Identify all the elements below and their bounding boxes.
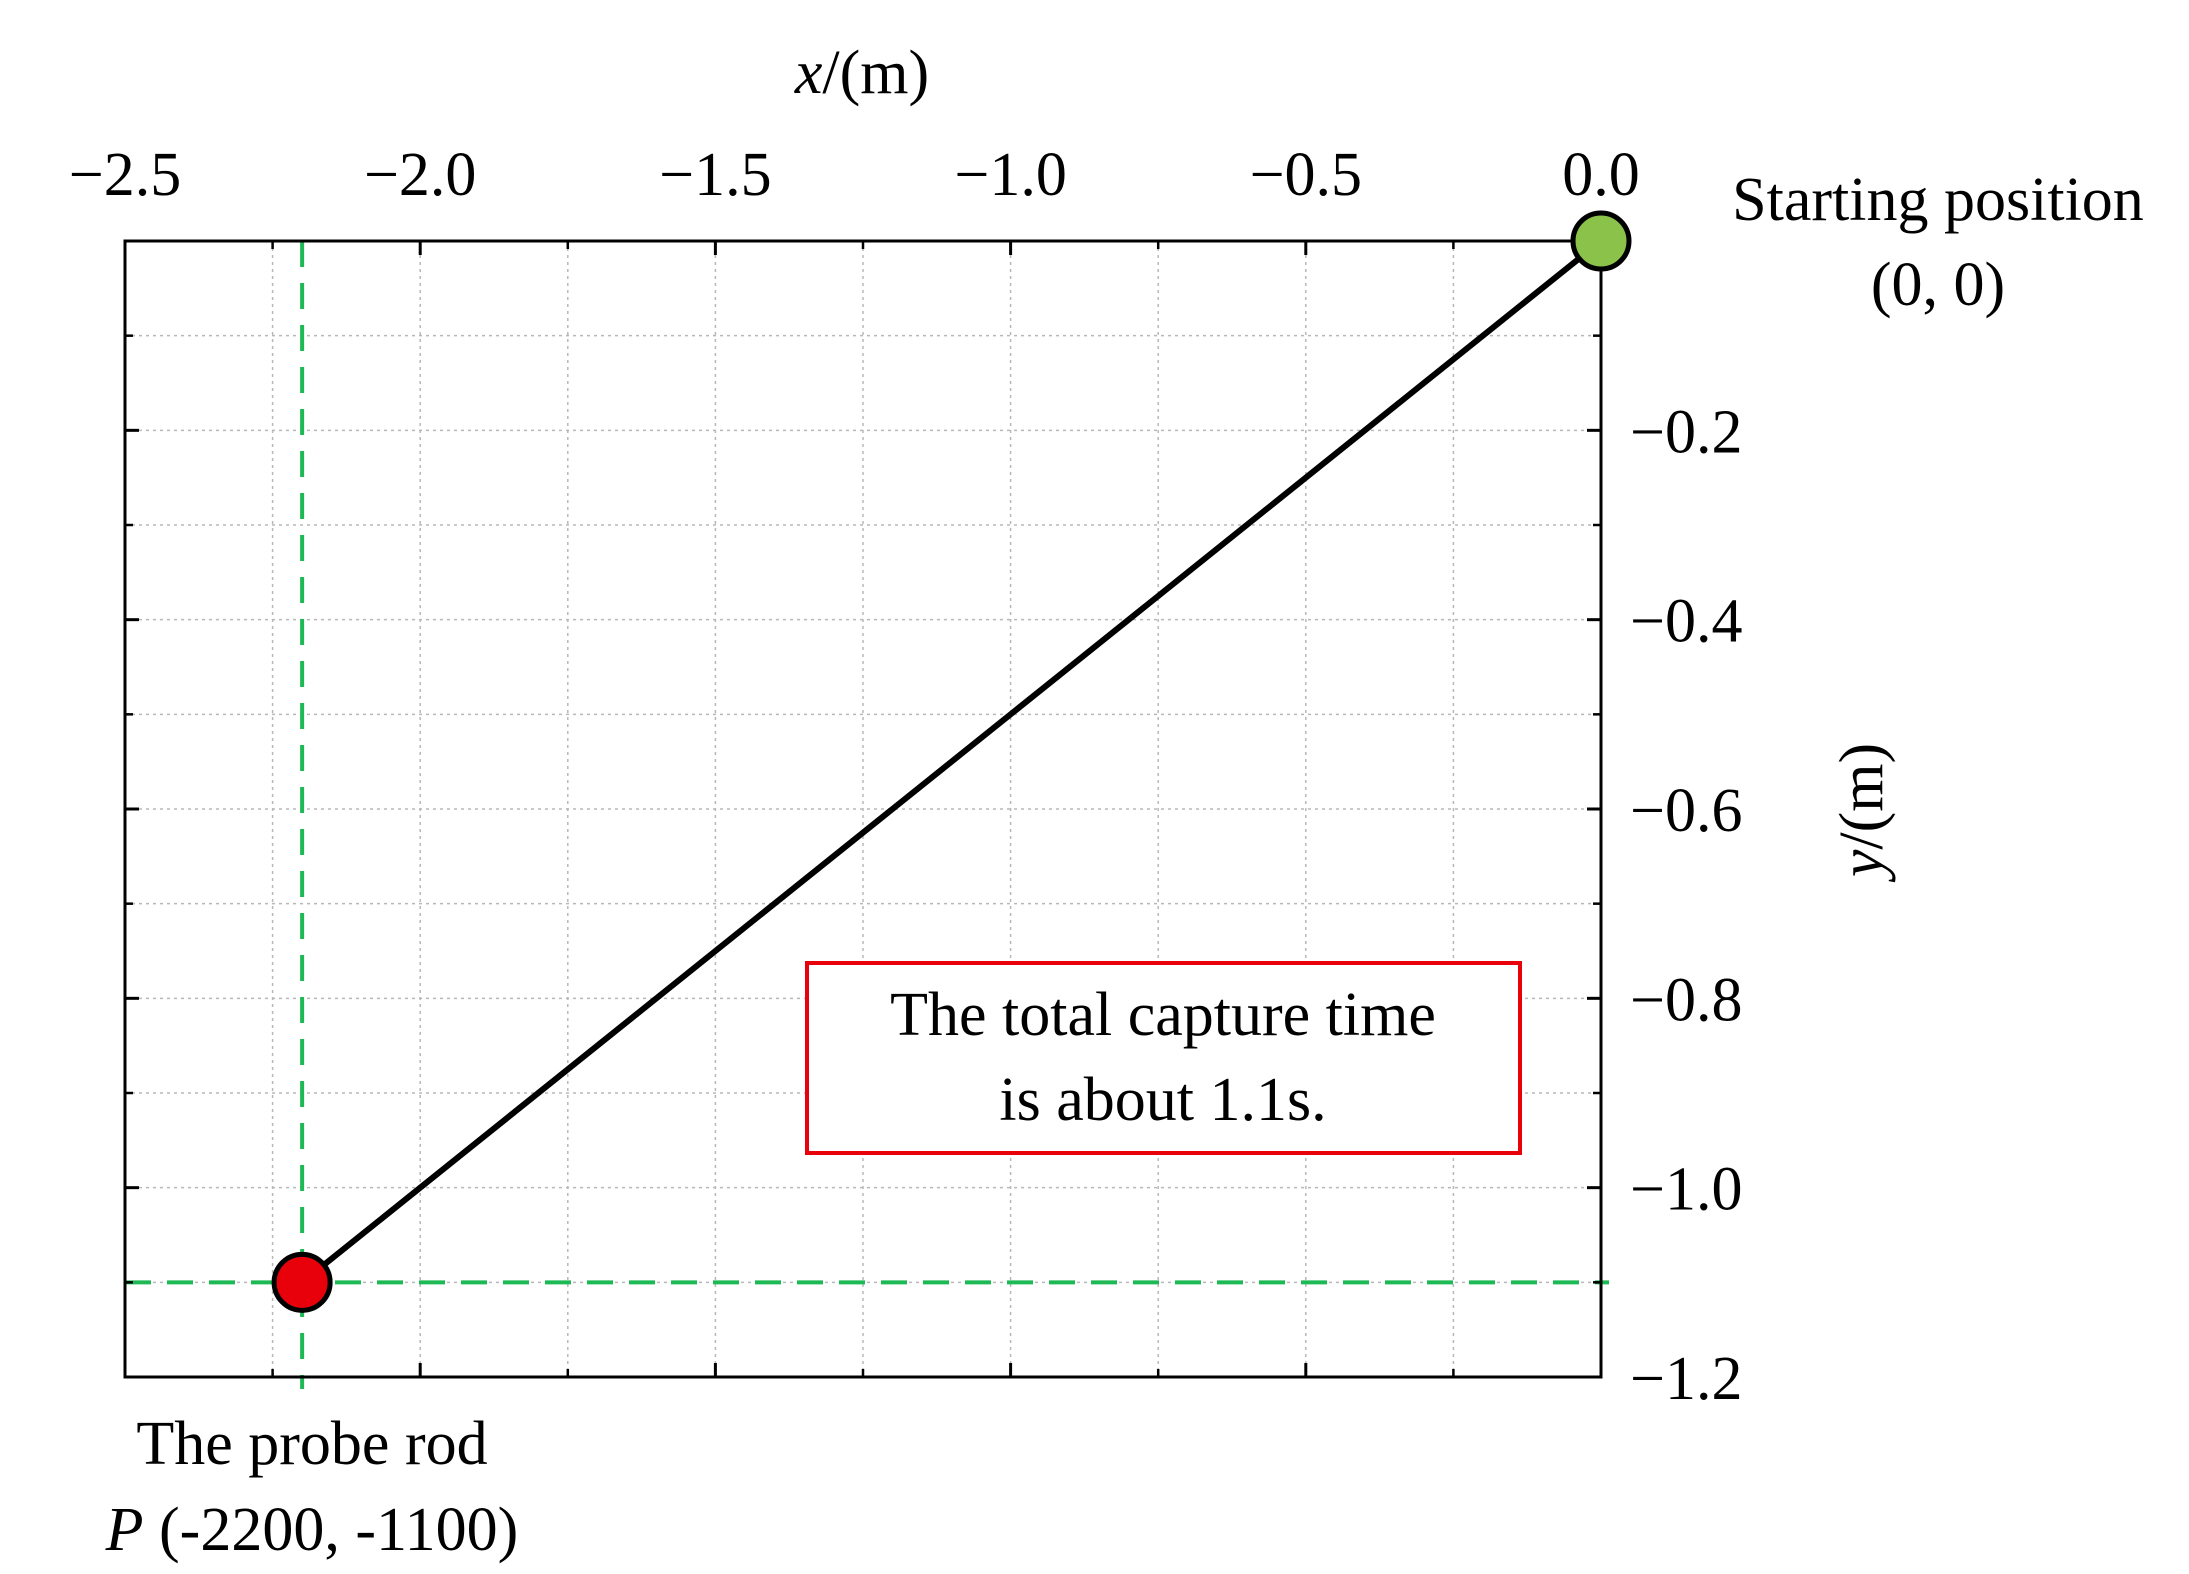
trajectory-line <box>300 238 1603 1285</box>
capture-time-annotation: The total capture time is about 1.1s. <box>805 961 1522 1155</box>
y-tick-label: −1.2 <box>1630 1345 1742 1413</box>
x-tick-label: −2.0 <box>364 141 476 209</box>
capture-time-line1: The total capture time <box>890 981 1436 1049</box>
probe-annotation: The probe rod P (-2200, -1100) <box>105 1410 519 1564</box>
probe-label: The probe rod <box>136 1410 487 1478</box>
probe-point-marker <box>271 1251 333 1313</box>
probe-coords: P (-2200, -1100) <box>105 1496 519 1564</box>
y-tick-label: −1.0 <box>1630 1156 1742 1224</box>
points <box>271 210 1632 1313</box>
series <box>300 238 1603 1285</box>
axis-ticks: −2.5 −2.0 −1.5 −1.0 −0.5 0.0 −0.2 −0.4 −0.6 −0.8 −… <box>69 141 1743 1413</box>
start-point-marker <box>1570 210 1632 272</box>
y-tick-label: −0.4 <box>1630 588 1742 656</box>
y-tick-label: −0.6 <box>1630 777 1742 845</box>
y-tick-label: −0.8 <box>1630 966 1742 1034</box>
grid <box>124 240 1602 1378</box>
capture-time-box <box>805 961 1522 1155</box>
x-tick-label: −2.5 <box>69 141 181 209</box>
reference-lines <box>125 241 1609 1389</box>
start-coords: (0, 0) <box>1871 251 2005 319</box>
start-annotation: Starting position (0, 0) <box>1732 166 2144 319</box>
start-label: Starting position <box>1732 166 2144 234</box>
x-tick-label: 0.0 <box>1562 141 1640 209</box>
x-tick-label: −1.5 <box>659 141 771 209</box>
x-axis-title: x/(m) <box>794 39 929 107</box>
x-tick-label: −1.0 <box>954 141 1066 209</box>
capture-time-line2: is about 1.1s. <box>999 1066 1326 1134</box>
y-tick-label: −0.2 <box>1630 398 1742 466</box>
x-tick-label: −0.5 <box>1250 141 1362 209</box>
y-axis-title: y/(m) <box>1828 743 1896 883</box>
